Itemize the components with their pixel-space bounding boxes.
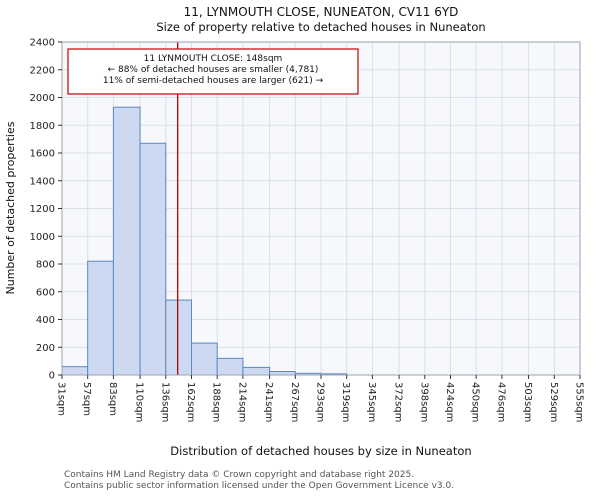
x-tick-label: 345sqm — [366, 382, 377, 422]
chart-subtitle: Size of property relative to detached ho… — [156, 20, 485, 34]
x-tick-label: 450sqm — [470, 382, 481, 422]
y-tick-label: 1000 — [30, 232, 55, 243]
x-tick-label: 267sqm — [289, 382, 300, 422]
x-tick-label: 162sqm — [185, 382, 196, 422]
x-tick-label: 110sqm — [134, 382, 145, 422]
y-tick-label: 0 — [49, 371, 55, 382]
plot-area: 11 LYNMOUTH CLOSE: 148sqm← 88% of detach… — [30, 38, 585, 423]
x-tick-label: 555sqm — [574, 382, 585, 422]
y-tick-label: 1400 — [30, 176, 55, 187]
footer-line-1: Contains HM Land Registry data © Crown c… — [64, 470, 414, 480]
x-tick-label: 188sqm — [211, 382, 222, 422]
y-tick-label: 600 — [36, 287, 55, 298]
y-tick-label: 1600 — [30, 149, 55, 160]
annotation-line: 11% of semi-detached houses are larger (… — [103, 76, 324, 86]
y-tick-label: 2200 — [30, 65, 55, 76]
x-tick-label: 424sqm — [444, 382, 455, 422]
x-tick-label: 398sqm — [418, 382, 429, 422]
y-tick-label: 1200 — [30, 204, 55, 215]
x-tick-label: 529sqm — [548, 382, 559, 422]
x-tick-label: 31sqm — [56, 382, 67, 416]
x-axis-label: Distribution of detached houses by size … — [170, 444, 471, 458]
histogram-bar — [165, 299, 193, 376]
histogram-bar — [112, 106, 141, 376]
annotation-line: 11 LYNMOUTH CLOSE: 148sqm — [144, 54, 283, 64]
y-tick-label: 2000 — [30, 93, 55, 104]
y-axis-label: Number of detached properties — [4, 121, 17, 294]
x-tick-label: 57sqm — [81, 382, 92, 416]
y-tick-label: 800 — [36, 260, 55, 271]
x-tick-label: 214sqm — [236, 382, 247, 422]
x-tick-label: 503sqm — [522, 382, 533, 422]
histogram-bar — [139, 142, 167, 376]
histogram-bar — [242, 366, 271, 376]
histogram-bar — [61, 366, 89, 376]
x-tick-label: 241sqm — [263, 382, 274, 422]
x-tick-label: 372sqm — [393, 382, 404, 422]
y-tick-label: 400 — [36, 315, 55, 326]
y-tick-label: 200 — [36, 343, 55, 354]
y-tick-label: 1800 — [30, 121, 55, 132]
x-tick-label: 476sqm — [495, 382, 506, 422]
histogram-bar — [87, 260, 114, 376]
histogram-bar — [216, 357, 244, 376]
chart-title: 11, LYNMOUTH CLOSE, NUNEATON, CV11 6YD — [184, 5, 459, 19]
histogram-bar — [269, 371, 296, 376]
annotation-box — [67, 48, 359, 95]
histogram-bar — [191, 342, 218, 376]
x-tick-label: 293sqm — [315, 382, 326, 422]
x-tick-label: 83sqm — [107, 382, 118, 416]
x-tick-label: 136sqm — [159, 382, 170, 422]
x-tick-label: 319sqm — [340, 382, 351, 422]
y-tick-label: 2400 — [30, 38, 55, 49]
annotation-line: ← 88% of detached houses are smaller (4,… — [108, 65, 319, 75]
footer-line-2: Contains public sector information licen… — [64, 481, 454, 491]
